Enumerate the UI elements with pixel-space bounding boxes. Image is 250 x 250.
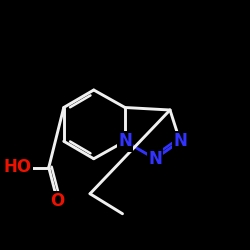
Text: N: N — [173, 132, 187, 150]
Text: N: N — [118, 132, 132, 150]
Text: N: N — [148, 150, 162, 168]
Text: O: O — [50, 192, 64, 210]
Text: HO: HO — [4, 158, 32, 176]
